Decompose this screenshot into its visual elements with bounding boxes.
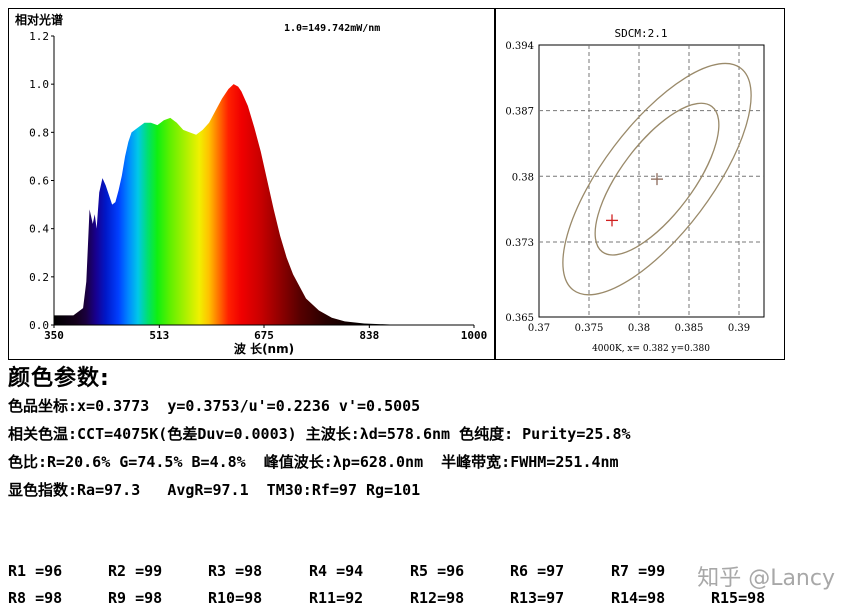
x-axis-label: 波 长(nm) xyxy=(234,341,294,356)
watermark: 知乎 @Lancy xyxy=(697,566,835,591)
chromaticity-chart-panel: 0.37 0.375 0.38 0.385 0.39 0.365 0.373 0.38 0.38… xyxy=(495,8,785,360)
cct-line: 相关色温:CCT=4075K(色差Duv=0.0003) 主波长:λd=578.… xyxy=(8,425,631,443)
r-value: R1 =96 xyxy=(8,562,63,580)
r-value: R6 =97 xyxy=(510,562,565,580)
y-tick-label: 1.2 xyxy=(29,30,49,43)
r-value: R3 =98 xyxy=(208,562,263,580)
x-tick-label: 513 xyxy=(149,329,169,342)
y-tick-label: 0.0 xyxy=(29,319,49,332)
y-tick-label: 0.38 xyxy=(512,172,534,183)
r-value: R15=98 xyxy=(711,589,766,607)
color-rendering-line: 显色指数:Ra=97.3 AvgR=97.1 TM30:Rf=97 Rg=101 xyxy=(8,481,421,499)
spectrum-area xyxy=(54,84,474,325)
chromaticity-chart: 0.37 0.375 0.38 0.385 0.39 0.365 0.373 0.38 0.38… xyxy=(505,27,765,354)
power-annotation: 1.0=149.742mW/nm xyxy=(284,23,380,34)
x-tick-label: 0.38 xyxy=(628,323,650,334)
r-value: R7 =99 xyxy=(611,562,666,580)
y-tick-label: 0.8 xyxy=(29,126,49,139)
x-tick-label: 0.375 xyxy=(575,323,604,334)
y-tick-label: 0.365 xyxy=(505,313,534,324)
plot-frame xyxy=(538,44,765,318)
r-value: R10=98 xyxy=(208,589,263,607)
inner-ellipse xyxy=(594,102,720,256)
params-heading: 颜色参数: xyxy=(8,366,110,391)
r-value: R2 =99 xyxy=(108,562,163,580)
x-tick-label: 675 xyxy=(254,329,274,342)
r-value: R13=97 xyxy=(510,589,565,607)
r-value: R9 =98 xyxy=(108,589,163,607)
x-tick-label: 350 xyxy=(44,329,64,342)
x-tick-label: 838 xyxy=(359,329,379,342)
sdcm-title: SDCM:2.1 xyxy=(615,27,668,40)
target-point xyxy=(651,173,663,186)
x-tick-label: 1000 xyxy=(461,329,488,342)
r-value: R5 =96 xyxy=(410,562,465,580)
outer-ellipse xyxy=(562,62,752,296)
y-tick-label: 1.0 xyxy=(29,78,49,91)
x-tick-label: 0.37 xyxy=(528,323,550,334)
chromaticity-coordinates: 色品坐标:x=0.3773 y=0.3753/u'=0.2236 v'=0.50… xyxy=(8,397,421,415)
r-value: R12=98 xyxy=(410,589,465,607)
y-tick-label: 0.6 xyxy=(29,175,49,188)
r-value: R14=98 xyxy=(611,589,666,607)
y-tick-label: 0.4 xyxy=(29,223,49,236)
x-tick-label: 0.385 xyxy=(675,323,704,334)
x-tick-label: 0.39 xyxy=(728,323,750,334)
y-tick-label: 0.2 xyxy=(29,271,49,284)
y-tick-label: 0.387 xyxy=(505,107,534,118)
spectrum-chart-panel: 0.0 0.2 0.4 0.6 0.8 1.0 1.2 350 513 675 838 1000 相对光… xyxy=(8,8,495,360)
measured-point xyxy=(606,214,618,227)
spectrum-chart: 0.0 0.2 0.4 0.6 0.8 1.0 1.2 350 513 675 838 1000 相对光… xyxy=(15,12,488,356)
r-value: R4 =94 xyxy=(309,562,364,580)
r-value: R11=92 xyxy=(309,589,364,607)
y-tick-label: 0.394 xyxy=(505,41,534,52)
color-ratio-line: 色比:R=20.6% G=74.5% B=4.8% 峰值波长:λp=628.0n… xyxy=(8,453,619,471)
spectrum-title: 相对光谱 xyxy=(15,12,63,27)
y-tick-label: 0.373 xyxy=(505,238,534,249)
cct-caption: 4000K, x= 0.382 y=0.380 xyxy=(592,344,710,354)
r-value: R8 =98 xyxy=(8,589,63,607)
